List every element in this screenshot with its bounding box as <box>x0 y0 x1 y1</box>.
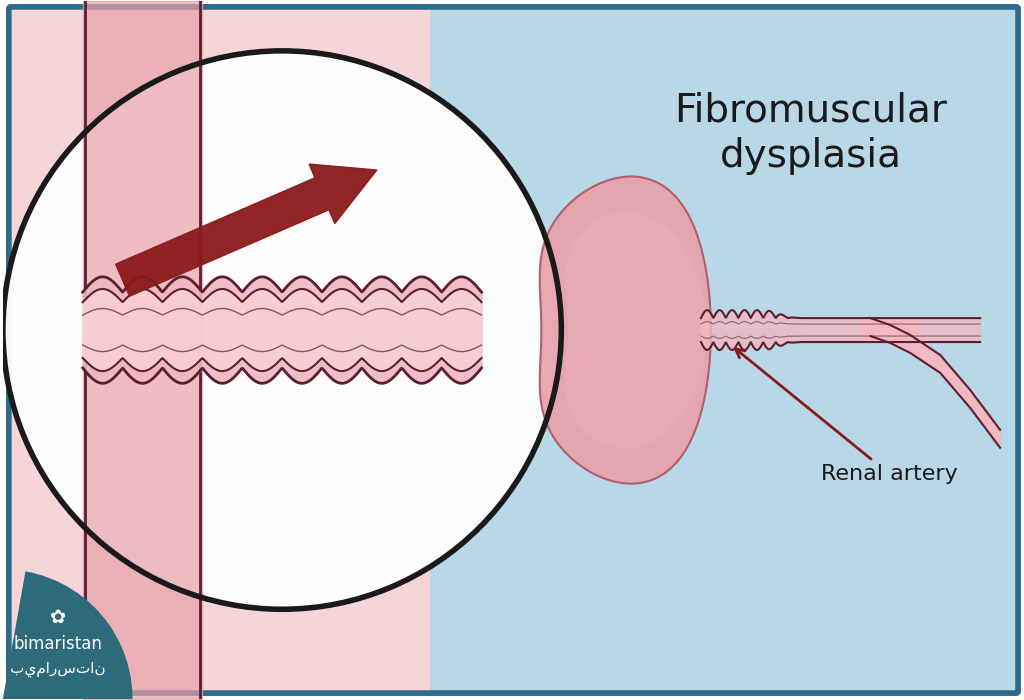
Text: Fibromuscular: Fibromuscular <box>674 92 947 130</box>
Text: بيمارستان: بيمارستان <box>10 662 105 677</box>
Bar <box>11 9 430 691</box>
Text: Renal artery: Renal artery <box>735 349 957 484</box>
FancyArrow shape <box>116 164 377 296</box>
Circle shape <box>3 51 561 609</box>
Polygon shape <box>540 176 711 484</box>
Text: ✿: ✿ <box>49 608 66 626</box>
FancyBboxPatch shape <box>399 7 1018 693</box>
Polygon shape <box>565 213 706 447</box>
FancyBboxPatch shape <box>9 7 1018 693</box>
Wedge shape <box>3 571 132 700</box>
Text: dysplasia: dysplasia <box>720 136 901 174</box>
Text: bimaristan: bimaristan <box>13 635 102 653</box>
